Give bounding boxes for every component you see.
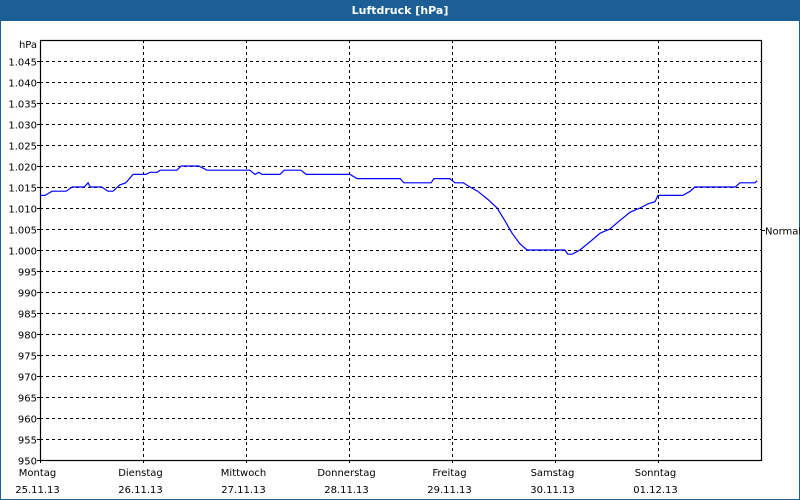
y-tick-label: 995 [18,268,37,279]
y-tick-label: 980 [18,331,37,342]
x-tick-day-label: Freitag [432,468,466,479]
y-tick-label: 975 [18,352,37,363]
x-tick-date-label: 30.11.13 [530,485,575,496]
y-tick-label: 1.015 [8,184,37,195]
y-tick-label: 1.000 [8,247,37,258]
x-tick-day-label: Dienstag [118,468,163,479]
x-tick-date-label: 28.11.13 [324,485,369,496]
y-tick-label: 970 [18,373,37,384]
y-tick-label: 960 [18,415,37,426]
y-tick-label: 1.045 [8,58,37,69]
x-tick-date-label: 25.11.13 [15,485,60,496]
x-tick-date-label: 27.11.13 [221,485,266,496]
y-tick-label: 990 [18,289,37,300]
x-tick-day-label: Donnerstag [317,468,375,479]
x-tick-date-label: 29.11.13 [427,485,472,496]
y-tick-label: 1.030 [8,121,37,132]
x-tick-day-label: Sonntag [635,468,677,479]
y-tick-label: 1.020 [8,163,37,174]
y-tick-label: 1.040 [8,79,37,90]
chart-title: Luftdruck [hPa] [1,1,799,21]
y-axis-unit-label: hPa [19,40,37,51]
plot-area-frame [39,39,763,462]
y-tick-label: 1.035 [8,100,37,111]
x-tick-date-label: 01.12.13 [633,485,678,496]
reference-label: Normal [765,227,800,238]
x-tick-day-label: Mittwoch [221,468,266,479]
x-tick-day-label: Montag [19,468,56,479]
y-tick-label: 1.010 [8,205,37,216]
series-line-luftdruck [40,165,758,255]
y-tick-label: 965 [18,394,37,405]
y-tick-label: 985 [18,310,37,321]
x-tick-day-label: Samstag [531,468,575,479]
x-tick-date-label: 26.11.13 [118,485,163,496]
y-tick-label: 1.025 [8,142,37,153]
y-tick-label: 950 [18,457,37,468]
y-tick-label: 955 [18,436,37,447]
y-tick-label: 1.005 [8,226,37,237]
